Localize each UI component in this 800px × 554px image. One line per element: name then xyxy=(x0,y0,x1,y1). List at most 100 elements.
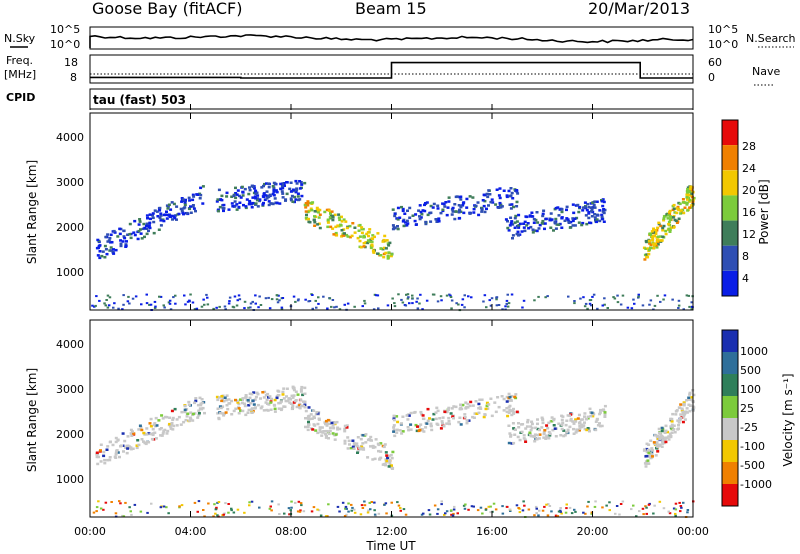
power-data-point xyxy=(307,220,311,224)
power-data-point xyxy=(331,214,335,218)
velocity-data-point xyxy=(327,432,331,436)
power-data-point xyxy=(386,242,390,245)
velocity-data-point xyxy=(292,394,296,397)
velocity-colorbar-swatch xyxy=(722,352,738,374)
velocity-near-range-point xyxy=(97,500,100,503)
power-data-point xyxy=(600,213,604,217)
power-data-point xyxy=(643,258,647,261)
power-data-point xyxy=(444,201,448,204)
velocity-data-point xyxy=(687,396,691,399)
velocity-data-point xyxy=(358,446,362,450)
power-data-point xyxy=(318,213,322,216)
velocity-data-point xyxy=(382,445,386,449)
velocity-data-point xyxy=(576,417,580,420)
power-near-range-point xyxy=(149,303,153,306)
power-data-point xyxy=(290,194,294,198)
velocity-near-range-point xyxy=(582,511,585,514)
power-data-point xyxy=(666,217,670,220)
power-data-point xyxy=(560,217,564,220)
velocity-near-range-point xyxy=(550,510,553,513)
power-near-range-point xyxy=(677,307,680,309)
velocity-data-point xyxy=(509,434,513,437)
velocity-data-point xyxy=(428,417,431,420)
velocity-data-point xyxy=(170,409,174,413)
power-data-point xyxy=(664,232,668,236)
power-cbar-label: Power [dB] xyxy=(757,179,771,244)
velocity-data-point xyxy=(251,399,255,402)
power-near-range-point xyxy=(205,293,208,296)
power-ylabel: Slant Range [km] xyxy=(25,160,39,264)
velocity-data-point xyxy=(406,426,410,429)
velocity-data-point xyxy=(546,427,550,430)
velocity-data-point xyxy=(656,450,660,453)
velocity-near-range-point xyxy=(619,503,623,505)
velocity-data-point xyxy=(324,422,327,426)
velocity-data-point xyxy=(253,398,257,401)
velocity-data-point xyxy=(241,409,245,413)
velocity-data-point xyxy=(575,428,579,431)
power-cbar-8: 8 xyxy=(742,250,749,263)
velocity-near-range-point xyxy=(621,500,625,503)
power-data-point xyxy=(509,222,513,225)
velocity-near-range-point xyxy=(159,506,163,509)
power-near-range-point xyxy=(490,297,494,300)
power-data-point xyxy=(567,220,571,223)
power-data-point xyxy=(183,206,187,209)
velocity-data-point xyxy=(393,434,397,438)
power-data-point xyxy=(396,206,400,210)
power-near-range-point xyxy=(411,302,414,305)
power-data-point xyxy=(689,185,693,188)
velocity-data-point xyxy=(125,451,129,455)
power-data-point xyxy=(215,200,219,203)
velocity-data-point xyxy=(680,407,684,410)
velocity-near-range-point xyxy=(180,504,184,507)
power-data-point xyxy=(279,182,283,186)
power-near-range-point xyxy=(400,298,403,301)
power-near-range-point xyxy=(278,299,281,302)
power-near-range-point xyxy=(630,307,634,310)
velocity-data-point xyxy=(655,444,659,447)
velocity-data-point xyxy=(494,410,498,414)
velocity-near-range-point xyxy=(672,507,676,510)
power-data-point xyxy=(289,198,293,202)
velocity-near-range-point xyxy=(584,512,587,515)
velocity-data-point xyxy=(320,426,324,429)
power-data-point xyxy=(505,194,509,197)
velocity-data-point xyxy=(425,422,429,425)
velocity-near-range-point xyxy=(428,513,432,516)
vel-cbar-500: 500 xyxy=(740,364,761,377)
power-near-range-point xyxy=(95,295,98,298)
velocity-near-range-point xyxy=(162,505,166,508)
velocity-data-point xyxy=(391,467,395,470)
velocity-data-point xyxy=(203,411,206,415)
power-near-range-point xyxy=(653,304,657,307)
velocity-near-range-point xyxy=(338,510,341,513)
freq-left-label-1: Freq. xyxy=(6,54,33,67)
velocity-near-range-point xyxy=(686,511,689,514)
velocity-near-range-point xyxy=(347,502,350,505)
power-near-range-point xyxy=(573,300,576,302)
power-data-point xyxy=(262,184,265,188)
velocity-near-range-point xyxy=(353,508,356,511)
velocity-data-point xyxy=(586,417,590,420)
velocity-data-point xyxy=(330,421,334,425)
vel-cbar-label: Velocity [m s⁻¹] xyxy=(781,373,795,466)
velocity-data-point xyxy=(683,418,687,421)
power-near-range-point xyxy=(315,306,318,309)
power-data-point xyxy=(685,193,689,196)
power-data-point xyxy=(104,248,108,251)
power-data-point xyxy=(136,237,140,241)
power-data-point xyxy=(317,216,321,219)
velocity-data-point xyxy=(533,433,537,436)
power-data-point xyxy=(183,201,187,204)
power-data-point xyxy=(281,192,285,195)
velocity-near-range-point xyxy=(559,507,562,509)
power-near-range-point xyxy=(393,305,397,308)
power-near-range-point xyxy=(592,293,596,296)
velocity-data-point xyxy=(298,402,302,406)
power-data-point xyxy=(418,204,422,207)
power-data-point xyxy=(370,243,374,246)
power-near-range-point xyxy=(596,307,599,310)
velocity-data-point xyxy=(282,405,286,408)
power-data-point xyxy=(494,203,498,206)
